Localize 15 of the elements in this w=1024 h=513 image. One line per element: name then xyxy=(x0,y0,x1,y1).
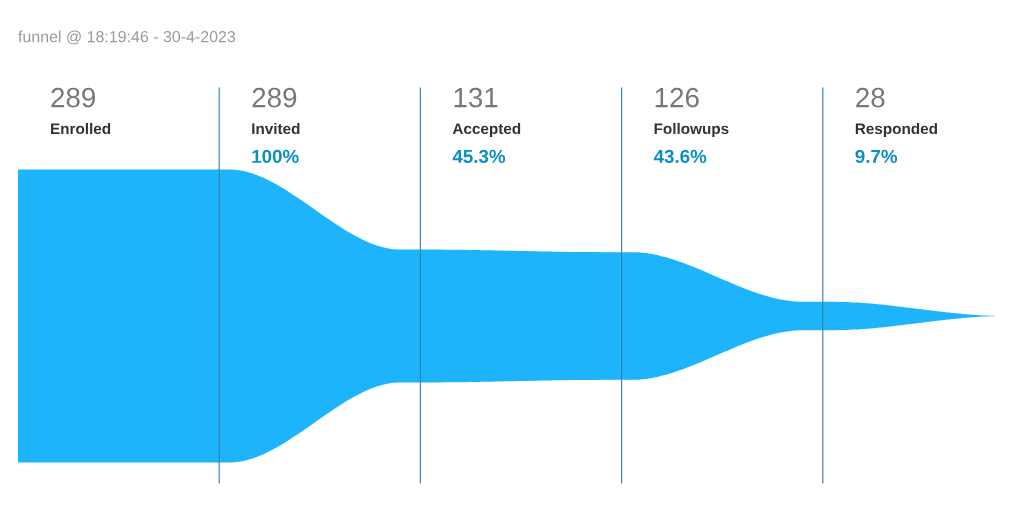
data-label: 289 xyxy=(51,87,96,108)
text: funnel @ 18:19:46 - 30-4-2023 xyxy=(18,30,236,45)
text: 9.7% xyxy=(855,149,898,164)
text: 45.3% xyxy=(452,149,506,164)
data-label: 289 xyxy=(252,87,297,108)
category-label: Invited xyxy=(252,122,300,135)
category-label: Accepted xyxy=(452,122,521,138)
category-label: Enrolled xyxy=(51,122,111,135)
category-label: Followups xyxy=(654,122,729,138)
category-label: Responded xyxy=(855,122,937,138)
data-label: 126 xyxy=(655,87,699,108)
data-label: 131 xyxy=(454,87,498,108)
text: 100% xyxy=(252,149,299,164)
data-label: 28 xyxy=(856,87,885,108)
text: 43.6% xyxy=(653,149,707,164)
